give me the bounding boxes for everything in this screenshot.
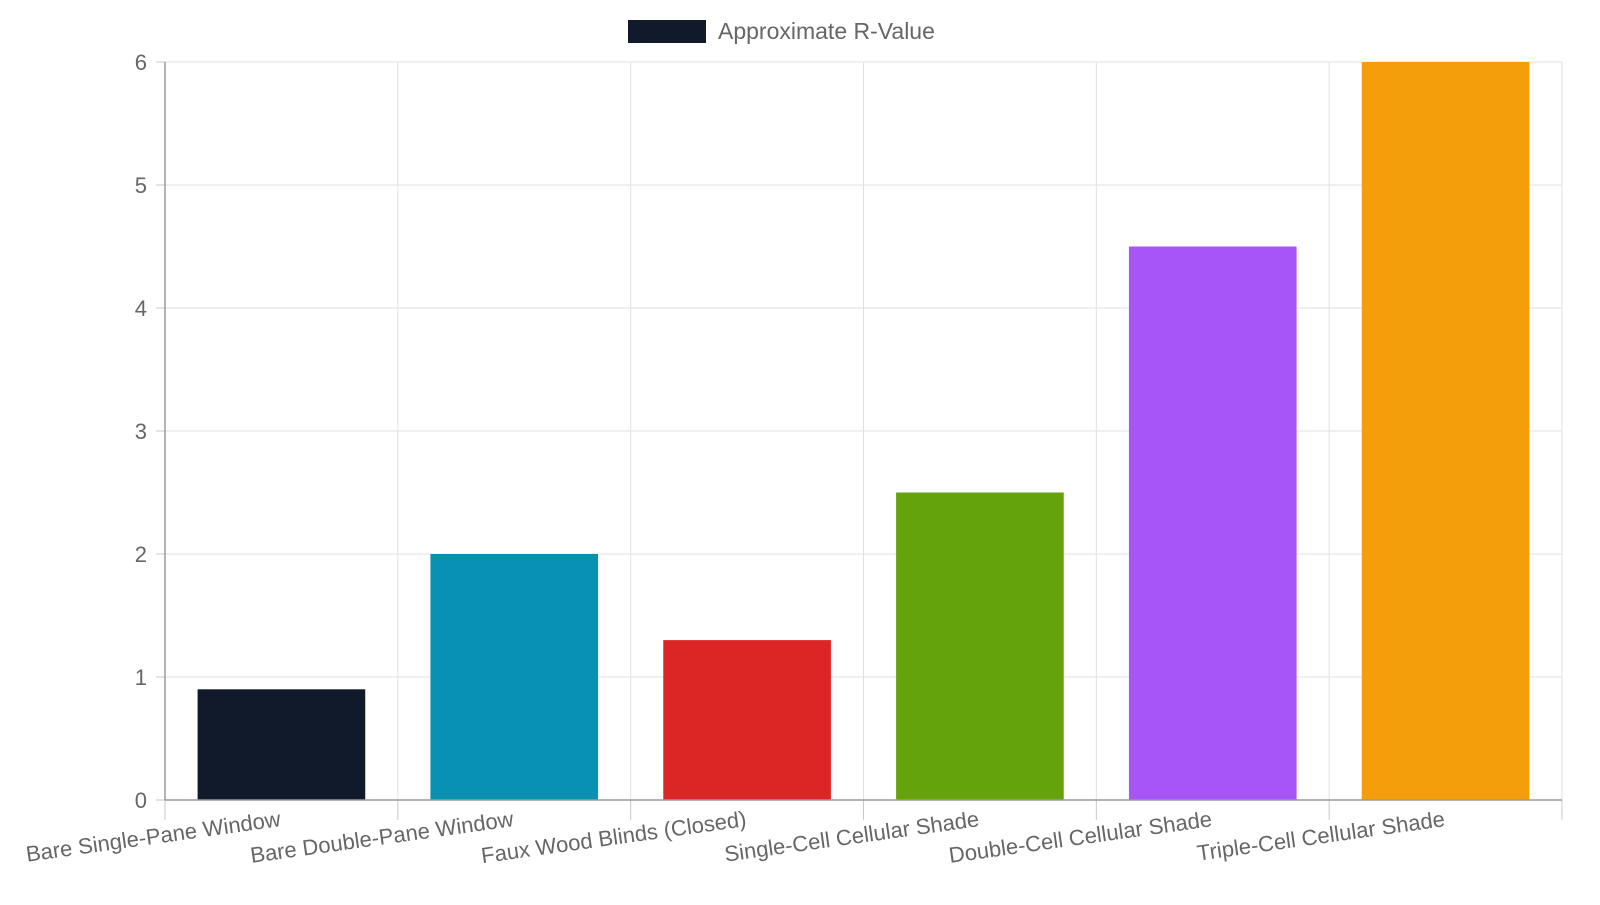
x-tick-label: Bare Double-Pane Window — [249, 806, 515, 868]
x-tick-label: Single-Cell Cellular Shade — [723, 806, 981, 866]
bar[interactable] — [1361, 62, 1530, 800]
bar[interactable] — [1128, 246, 1297, 801]
x-tick-label: Double-Cell Cellular Shade — [947, 806, 1213, 868]
legend-swatch[interactable] — [628, 20, 706, 43]
y-tick-label: 0 — [135, 788, 147, 813]
x-tick-label: Faux Wood Blinds (Closed) — [480, 806, 748, 868]
y-tick-label: 3 — [135, 419, 147, 444]
axes — [156, 61, 1563, 820]
legend-label[interactable]: Approximate R-Value — [718, 18, 935, 44]
y-tick-label: 4 — [135, 296, 147, 321]
y-tick-labels: 0 1 2 3 4 5 6 — [135, 50, 147, 813]
y-tick-label: 6 — [135, 50, 147, 75]
grid-lines — [165, 61, 1563, 800]
y-tick-label: 1 — [135, 665, 147, 690]
x-tick-label: Triple-Cell Cellular Shade — [1195, 806, 1446, 866]
bar[interactable] — [197, 689, 366, 800]
bars — [197, 62, 1530, 801]
bar[interactable] — [896, 492, 1064, 801]
bar[interactable] — [430, 554, 599, 800]
bar[interactable] — [663, 640, 831, 800]
legend[interactable]: Approximate R-Value — [628, 18, 935, 44]
y-tick-label: 5 — [135, 173, 147, 198]
y-tick-label: 2 — [135, 542, 147, 567]
x-tick-label: Bare Single-Pane Window — [24, 806, 282, 867]
